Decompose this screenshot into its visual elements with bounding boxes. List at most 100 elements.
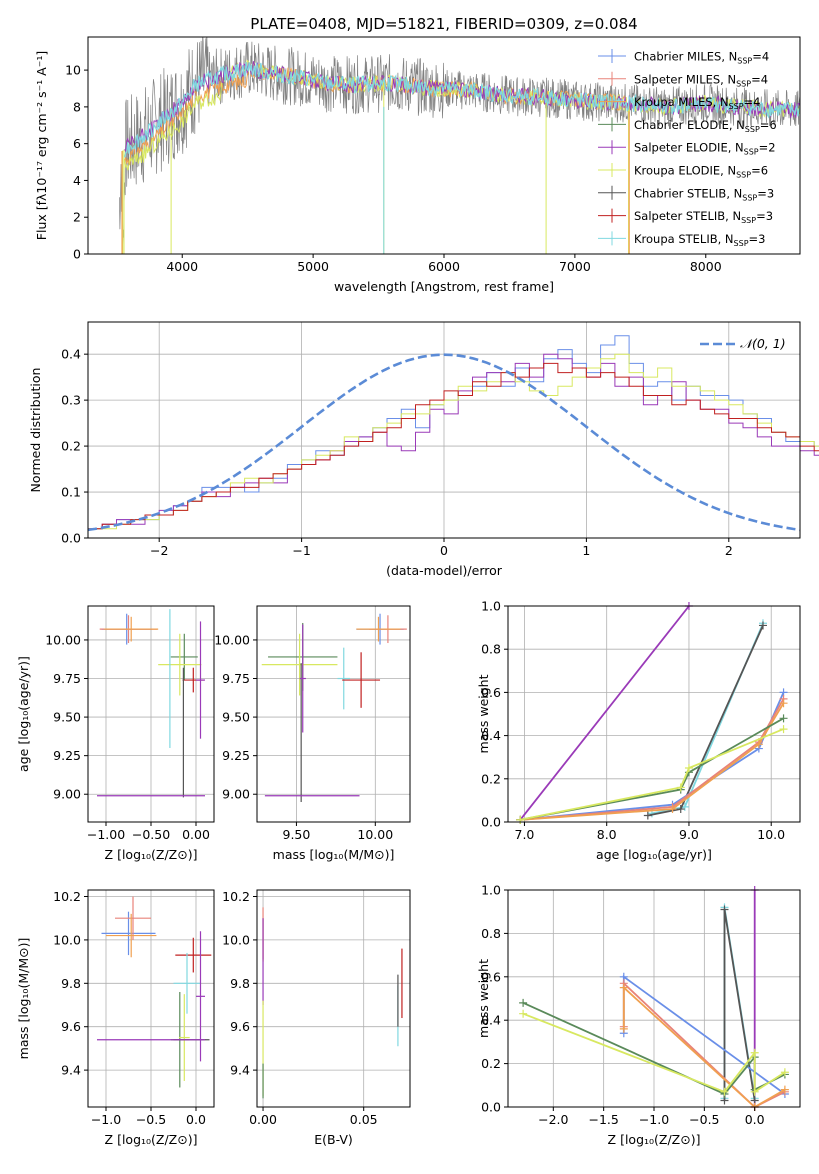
y-tick-label: 10.0 xyxy=(222,932,250,947)
model-fit-line xyxy=(124,62,800,158)
y-tick-label: 6 xyxy=(73,136,81,151)
y-tick-label: 1.0 xyxy=(481,599,501,614)
weight-marker-kroupa_elodie xyxy=(750,1087,759,1096)
x-tick-label: 9.50 xyxy=(283,827,311,842)
y-axis-label: Flux [fλ10⁻¹⁷ erg cm⁻² s⁻¹ A⁻¹] xyxy=(34,51,49,240)
y-tick-label: 10 xyxy=(65,63,81,78)
legend-label-text: Salpeter MILES, N xyxy=(634,72,736,86)
y-tick-label: 10.2 xyxy=(222,889,250,904)
y-tick-label: 9.00 xyxy=(53,787,81,802)
y-tick-label: 9.25 xyxy=(222,748,250,763)
legend-label-sub: SSP xyxy=(736,171,751,180)
legend-label-tail: =4 xyxy=(751,72,768,86)
weight-marker-kroupa_miles xyxy=(780,1085,789,1094)
x-tick-label: 0.00 xyxy=(182,827,210,842)
spectrum-group xyxy=(119,37,800,254)
weight-line-chabrier_elodie xyxy=(520,717,784,821)
y-axis-label: Normed distribution xyxy=(28,368,43,493)
weight-marker-kroupa_miles xyxy=(619,1024,628,1033)
x-tick-label: 0 xyxy=(440,543,448,558)
y-tick-label: 0.8 xyxy=(481,642,501,657)
chart-title: PLATE=0408, MJD=51821, FIBERID=0309, z=0… xyxy=(250,15,637,33)
weight-line-kroupa_stelib xyxy=(651,622,764,815)
legend-label-sub: SSP xyxy=(729,102,744,111)
weight-line-kroupa_miles xyxy=(520,702,785,821)
y-tick-label: 9.75 xyxy=(222,671,250,686)
y-tick-label: 0.1 xyxy=(61,485,81,500)
x-axis-label: wavelength [Angstrom, rest frame] xyxy=(334,279,554,294)
weight-line-salpeter_elodie xyxy=(519,605,690,821)
x-axis-label: E(B-V) xyxy=(314,1132,353,1147)
x-tick-label: 5000 xyxy=(297,259,329,274)
y-tick-label: 10.00 xyxy=(45,632,81,647)
y-axis-label: mass [log₁₀(M/M⊙)] xyxy=(16,938,31,1060)
x-tick-label: 10.00 xyxy=(357,827,393,842)
y-tick-label: 0.6 xyxy=(481,969,501,984)
legend-label-tail: =3 xyxy=(749,232,766,246)
weight-line-chabrier_stelib xyxy=(647,625,764,817)
histogram-step-chabrier_miles xyxy=(88,335,819,530)
y-tick-label: 4 xyxy=(73,173,81,188)
legend-label-sub: SSP xyxy=(736,79,751,88)
y-tick-label: 9.00 xyxy=(222,787,250,802)
weight-line-salpeter_miles xyxy=(520,698,785,821)
legend-label-tail: =4 xyxy=(752,50,769,64)
legend-label-text: Chabrier STELIB, N xyxy=(634,186,742,200)
y-tick-label: 9.6 xyxy=(61,1019,81,1034)
y-tick-label: 0.8 xyxy=(481,926,501,941)
legend-label: Kroupa MILES, NSSP=4 xyxy=(634,95,760,111)
legend-label-tail: =4 xyxy=(744,95,761,109)
legend-label-text: Salpeter STELIB, N xyxy=(634,209,741,223)
x-axis-label: Z [log₁₀(Z/Z⊙)] xyxy=(105,847,198,862)
x-tick-label: 2 xyxy=(725,543,733,558)
y-tick-label: 10.2 xyxy=(53,889,81,904)
normal-curve-line xyxy=(87,353,801,532)
y-tick-label: 2 xyxy=(73,210,81,225)
y-tick-label: 9.8 xyxy=(61,976,81,991)
x-axis-label: Z [log₁₀(Z/Z⊙)] xyxy=(608,1132,701,1147)
y-tick-label: 0.4 xyxy=(481,728,501,743)
legend-label-sub: SSP xyxy=(734,239,749,248)
x-tick-label: −1 xyxy=(292,543,310,558)
legend-label-text: Kroupa STELIB, N xyxy=(634,232,734,246)
legend-label: Kroupa STELIB, NSSP=3 xyxy=(634,232,765,248)
x-tick-label: −2 xyxy=(150,543,168,558)
x-axis-label: Z [log₁₀(Z/Z⊙)] xyxy=(105,1132,198,1147)
x-tick-label: 10.0 xyxy=(757,827,785,842)
legend-label-normal: 𝒩(0, 1) xyxy=(740,336,786,351)
y-axis-label: mass weight xyxy=(476,674,491,753)
y-axis-label: age [log₁₀(age/yr)] xyxy=(16,656,31,772)
weight-marker-kroupa_elodie xyxy=(684,764,693,772)
legend-label-text: Kroupa ELODIE, N xyxy=(634,164,736,178)
histogram-step-kroupa_elodie xyxy=(88,353,819,530)
legend-label: Salpeter MILES, NSSP=4 xyxy=(634,72,768,88)
legend-label: Chabrier ELODIE, NSSP=6 xyxy=(634,118,777,134)
weight-marker-kroupa_miles xyxy=(619,983,628,992)
x-tick-label: −0.5 xyxy=(689,1112,719,1127)
x-tick-label: −1.5 xyxy=(588,1112,618,1127)
weight-marker-chabrier_stelib xyxy=(676,805,685,814)
y-tick-label: 0.4 xyxy=(481,1013,501,1028)
legend-label-sub: SSP xyxy=(744,148,759,157)
y-tick-label: 9.8 xyxy=(230,976,250,991)
y-tick-label: 9.25 xyxy=(53,748,81,763)
y-tick-label: 0.2 xyxy=(481,771,501,786)
axes-frame xyxy=(507,605,801,823)
weight-marker-chabrier_stelib xyxy=(720,905,729,914)
x-tick-label: 0.0 xyxy=(186,1112,206,1127)
weight-marker-chabrier_elodie xyxy=(779,714,788,723)
weight-marker-kroupa_elodie xyxy=(720,1087,729,1096)
y-tick-label: 0.6 xyxy=(481,685,501,700)
legend-label-sub: SSP xyxy=(737,57,752,66)
y-tick-label: 9.6 xyxy=(230,1019,250,1034)
x-tick-label: −1.0 xyxy=(639,1112,669,1127)
weight-line-kroupa_miles xyxy=(622,985,786,1109)
x-tick-label: 8.0 xyxy=(597,827,617,842)
weight-marker-kroupa_elodie xyxy=(516,815,525,824)
x-tick-label: −0.50 xyxy=(132,827,170,842)
legend-label: Kroupa ELODIE, NSSP=6 xyxy=(634,164,768,180)
x-tick-label: 7.0 xyxy=(515,827,535,842)
weight-marker-kroupa_miles xyxy=(754,740,763,749)
y-tick-label: 0.0 xyxy=(481,815,501,830)
